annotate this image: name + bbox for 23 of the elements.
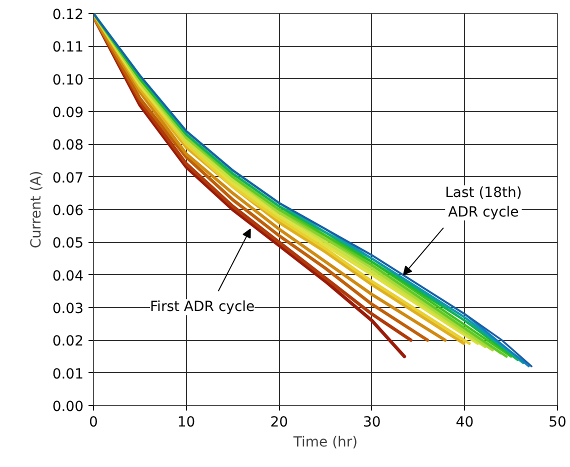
- x-tick-label: 30: [362, 414, 381, 430]
- y-tick-label: 0.12: [52, 7, 84, 23]
- y-tick-label: 0.05: [52, 236, 84, 252]
- y-tick-label: 0.06: [52, 203, 84, 219]
- x-tick-label: 0: [89, 414, 98, 430]
- y-axis-title: Current (A): [28, 170, 44, 248]
- x-tick-label: 50: [548, 414, 566, 430]
- x-tick-label: 10: [177, 414, 196, 430]
- y-tick-label: 0.07: [52, 170, 84, 186]
- annotation: Last (18th) ADR cycle: [445, 185, 522, 220]
- y-tick-label: 0.01: [52, 366, 84, 382]
- y-tick-label: 0.02: [52, 334, 84, 350]
- y-tick-label: 0.00: [52, 399, 84, 415]
- x-axis-title: Time (hr): [292, 434, 358, 450]
- y-tick-label: 0.08: [52, 138, 84, 154]
- y-tick-label: 0.03: [52, 301, 84, 317]
- y-tick-label: 0.11: [52, 40, 84, 56]
- x-tick-label: 20: [270, 414, 288, 430]
- y-tick-label: 0.09: [52, 105, 84, 121]
- annotation: First ADR cycle: [150, 299, 255, 316]
- y-tick-label: 0.10: [52, 72, 84, 88]
- x-tick-label: 40: [456, 414, 474, 430]
- y-tick-label: 0.04: [52, 268, 84, 284]
